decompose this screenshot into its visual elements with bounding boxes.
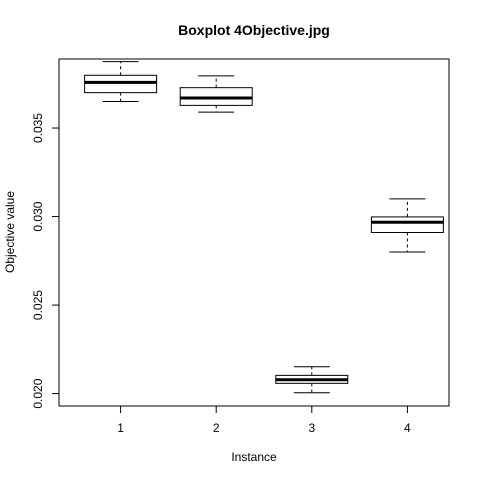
x-tick-label: 2 bbox=[213, 421, 220, 435]
y-axis-label: Objective value bbox=[3, 191, 17, 273]
x-axis: 1 2 3 4 bbox=[117, 405, 411, 435]
chart-title: Boxplot 4Objective.jpg bbox=[178, 22, 330, 38]
y-tick-label: 0.020 bbox=[31, 378, 45, 408]
box-3 bbox=[275, 366, 349, 394]
y-tick-label: 0.035 bbox=[31, 113, 45, 143]
y-tick-label: 0.030 bbox=[31, 201, 45, 231]
boxes-group bbox=[84, 61, 444, 394]
x-axis-label: Instance bbox=[231, 450, 277, 464]
box-rect bbox=[370, 216, 444, 234]
x-tick-label: 1 bbox=[117, 421, 124, 435]
box-4 bbox=[370, 198, 444, 253]
box-2 bbox=[179, 75, 253, 113]
x-tick-label: 3 bbox=[308, 421, 315, 435]
y-axis: 0.020 0.025 0.030 0.035 bbox=[31, 113, 60, 409]
y-tick-label: 0.025 bbox=[31, 290, 45, 320]
x-tick-label: 4 bbox=[404, 421, 411, 435]
box-1 bbox=[84, 61, 158, 102]
box-rect bbox=[84, 74, 158, 94]
